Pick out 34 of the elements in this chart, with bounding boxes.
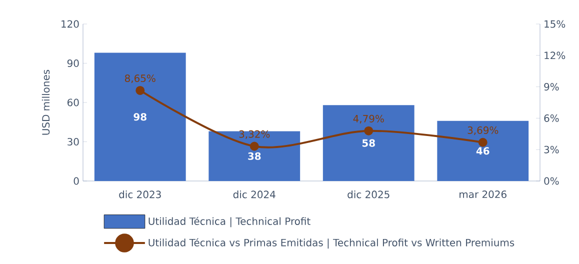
- data-label: 46: [476, 147, 490, 155]
- legend-label: Utilidad Técnica vs Primas Emitidas | Technical Profit vs Written Premiums: [148, 238, 514, 249]
- bar: [94, 52, 186, 181]
- y2-tick-label: 3%: [544, 146, 559, 154]
- data-label: 3,69%: [468, 126, 498, 135]
- y2-tick-label: 9%: [544, 83, 559, 91]
- x-tick-label: dic 2025: [348, 190, 390, 198]
- y2-tick-label: 0%: [544, 177, 559, 185]
- data-label: 38: [248, 152, 261, 160]
- x-tick-label: mar 2026: [460, 190, 506, 198]
- y-tick-label: 90: [67, 59, 79, 68]
- point: [136, 86, 145, 95]
- x-tick-label: dic 2024: [233, 190, 276, 198]
- data-label: 3,32%: [239, 130, 270, 139]
- y2-tick-label: 15%: [544, 20, 566, 28]
- data-label: 8,65%: [124, 74, 156, 84]
- bar: [208, 131, 300, 181]
- y2-tick-label: 12%: [544, 52, 566, 60]
- y-axis-title: USD millones: [42, 70, 50, 135]
- y2-tick-label: 6%: [544, 114, 559, 122]
- bar: [437, 120, 529, 181]
- y-tick-label: 120: [62, 20, 79, 28]
- data-label: 58: [362, 139, 375, 147]
- legend-label: Utilidad Técnica | Technical Profit: [148, 216, 310, 228]
- y-tick-label: 60: [68, 98, 79, 106]
- point: [478, 138, 488, 147]
- x-tick-label: dic 2023: [119, 190, 161, 198]
- data-label: 4,79%: [353, 114, 384, 124]
- y-tick-label: 0: [74, 177, 79, 185]
- point: [364, 126, 374, 136]
- point: [250, 142, 259, 151]
- bar: [322, 105, 414, 181]
- data-label: 98: [134, 113, 146, 121]
- y-tick-label: 30: [68, 138, 79, 146]
